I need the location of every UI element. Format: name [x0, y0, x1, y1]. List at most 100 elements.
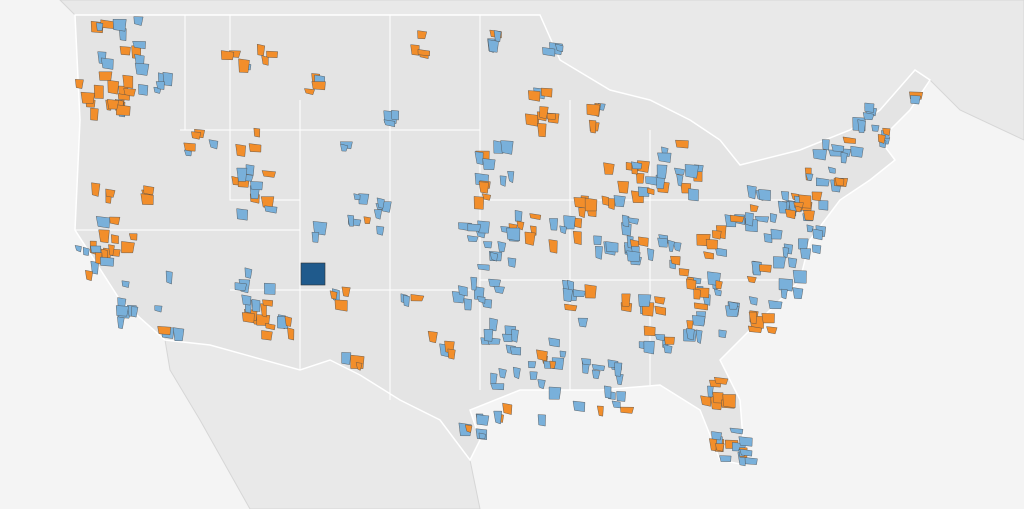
county[interactable] [792, 270, 807, 284]
county[interactable] [586, 103, 600, 117]
county[interactable] [770, 213, 778, 223]
county[interactable] [537, 379, 546, 390]
county[interactable] [140, 193, 154, 205]
county[interactable] [542, 47, 556, 57]
county[interactable] [74, 245, 82, 253]
county[interactable] [548, 239, 558, 254]
county[interactable] [611, 400, 621, 409]
county[interactable] [601, 195, 609, 206]
county[interactable] [90, 245, 102, 254]
county[interactable] [477, 264, 490, 271]
county[interactable] [287, 327, 295, 341]
county[interactable] [476, 296, 486, 304]
county[interactable] [822, 139, 830, 151]
county[interactable] [596, 405, 604, 417]
county[interactable] [487, 39, 499, 53]
county[interactable] [729, 427, 744, 435]
county[interactable] [482, 241, 493, 249]
county[interactable] [638, 294, 652, 307]
county[interactable] [493, 410, 503, 425]
county[interactable] [712, 230, 722, 240]
county[interactable] [785, 209, 796, 220]
county[interactable] [121, 241, 135, 254]
county[interactable] [347, 214, 354, 227]
county[interactable] [134, 62, 150, 76]
county[interactable] [749, 204, 759, 212]
county[interactable] [780, 288, 788, 300]
county[interactable] [564, 303, 578, 312]
county[interactable] [667, 239, 675, 252]
county[interactable] [705, 238, 718, 250]
county[interactable] [500, 140, 514, 155]
county[interactable] [709, 438, 718, 452]
county[interactable] [493, 30, 502, 43]
county[interactable] [672, 241, 682, 252]
county[interactable] [693, 288, 701, 300]
county[interactable] [572, 400, 586, 412]
county[interactable] [391, 110, 400, 121]
county[interactable] [627, 217, 639, 225]
county[interactable] [123, 88, 136, 97]
county[interactable] [657, 237, 668, 248]
county[interactable] [353, 193, 361, 201]
county[interactable] [540, 87, 553, 98]
county[interactable] [695, 329, 703, 344]
county[interactable] [621, 293, 631, 307]
county[interactable] [490, 383, 505, 391]
county[interactable] [647, 248, 655, 261]
county[interactable] [728, 301, 739, 310]
county[interactable] [417, 30, 428, 40]
county[interactable] [527, 361, 537, 369]
county[interactable] [241, 312, 255, 324]
county[interactable] [191, 131, 202, 140]
county[interactable] [794, 205, 803, 213]
county[interactable] [476, 414, 490, 426]
county[interactable] [235, 143, 246, 157]
county[interactable] [882, 127, 891, 136]
county[interactable] [539, 106, 549, 120]
county[interactable] [261, 330, 273, 341]
county[interactable] [572, 289, 586, 297]
county[interactable] [98, 229, 110, 244]
county[interactable] [121, 280, 130, 288]
county[interactable] [100, 256, 115, 267]
county[interactable] [805, 173, 814, 181]
county[interactable] [511, 329, 519, 343]
county[interactable] [107, 99, 119, 110]
county[interactable] [718, 329, 727, 339]
county[interactable] [603, 162, 615, 175]
county[interactable] [373, 209, 383, 220]
county[interactable] [482, 158, 496, 170]
county[interactable] [685, 328, 695, 341]
county[interactable] [529, 213, 542, 221]
county[interactable] [80, 91, 95, 104]
county[interactable] [572, 230, 582, 246]
county[interactable] [82, 246, 90, 256]
county[interactable] [584, 197, 598, 212]
county[interactable] [770, 228, 783, 240]
county[interactable] [655, 334, 666, 342]
county[interactable] [591, 364, 606, 371]
county[interactable] [117, 316, 125, 329]
county[interactable] [506, 227, 521, 242]
county[interactable] [489, 251, 498, 262]
county[interactable] [806, 224, 814, 233]
county[interactable] [834, 177, 845, 186]
county[interactable] [128, 233, 138, 241]
county[interactable] [782, 247, 790, 259]
county[interactable] [674, 167, 685, 175]
county[interactable] [670, 255, 681, 266]
county[interactable] [577, 317, 588, 328]
county[interactable] [244, 267, 253, 279]
county[interactable] [241, 294, 252, 306]
county[interactable] [457, 285, 468, 297]
county[interactable] [604, 385, 612, 399]
county[interactable] [95, 216, 111, 229]
county[interactable] [466, 235, 479, 242]
county[interactable] [812, 228, 823, 241]
county[interactable] [473, 196, 484, 210]
county[interactable] [107, 80, 120, 95]
county[interactable] [676, 174, 684, 187]
county[interactable] [811, 191, 823, 202]
county[interactable] [562, 287, 573, 303]
